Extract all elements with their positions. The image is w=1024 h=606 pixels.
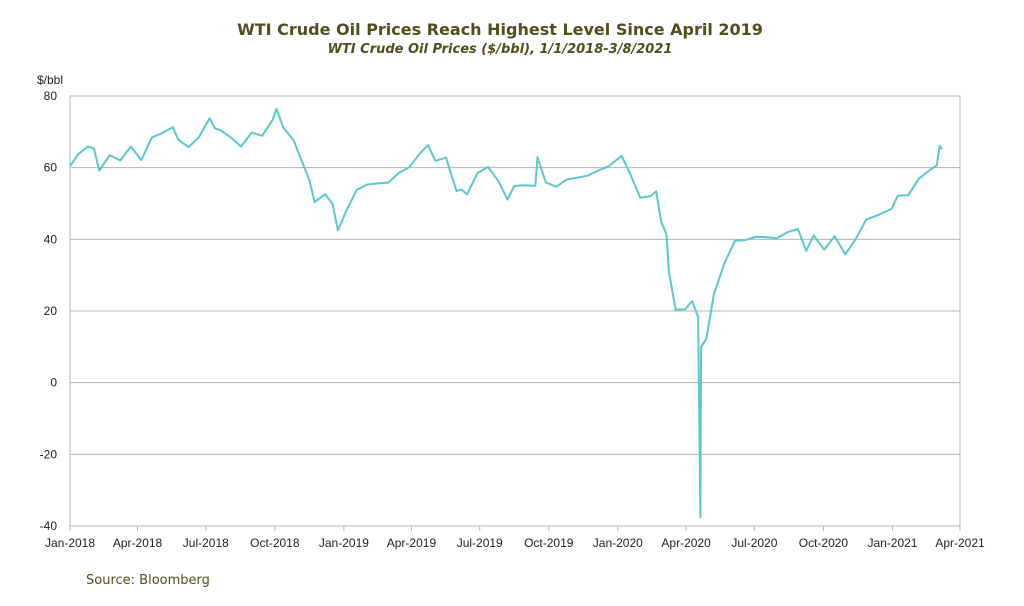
plot-frame	[69, 95, 961, 527]
y-tick-label: 60	[44, 161, 58, 175]
x-tick-label: Apr-2020	[661, 536, 711, 550]
y-tick-label: 40	[44, 232, 58, 246]
y-tick-label: 20	[44, 304, 58, 318]
x-tick-label: Jan-2019	[319, 536, 369, 550]
x-tick-label: Oct-2019	[524, 536, 574, 550]
x-tick-label: Apr-2019	[387, 536, 437, 550]
y-tick-label: -40	[40, 519, 58, 533]
y-axis-label: $/bbl	[37, 73, 63, 87]
y-tick-label: 0	[50, 376, 57, 390]
chart-title: WTI Crude Oil Prices Reach Highest Level…	[237, 20, 763, 39]
chart-subtitle: WTI Crude Oil Prices ($/bbl), 1/1/2018-3…	[327, 42, 673, 57]
x-tick-label: Jul-2019	[457, 536, 503, 550]
source-note: Source: Bloomberg	[86, 573, 210, 588]
x-tick-label: Apr-2018	[113, 536, 163, 550]
x-tick-label: Jan-2021	[867, 536, 917, 550]
wti-price-line	[69, 107, 943, 519]
x-tick-label: Jul-2018	[183, 536, 229, 550]
x-tick-label: Oct-2018	[250, 536, 300, 550]
x-tick-label: Jul-2020	[731, 536, 777, 550]
x-tick-label: Jan-2018	[45, 536, 95, 550]
x-tick-label: Apr-2021	[935, 536, 985, 550]
y-tick-label: 80	[44, 89, 58, 103]
y-tick-label: -20	[40, 447, 58, 461]
x-tick-label: Oct-2020	[799, 536, 849, 550]
x-tick-label: Jan-2020	[593, 536, 643, 550]
